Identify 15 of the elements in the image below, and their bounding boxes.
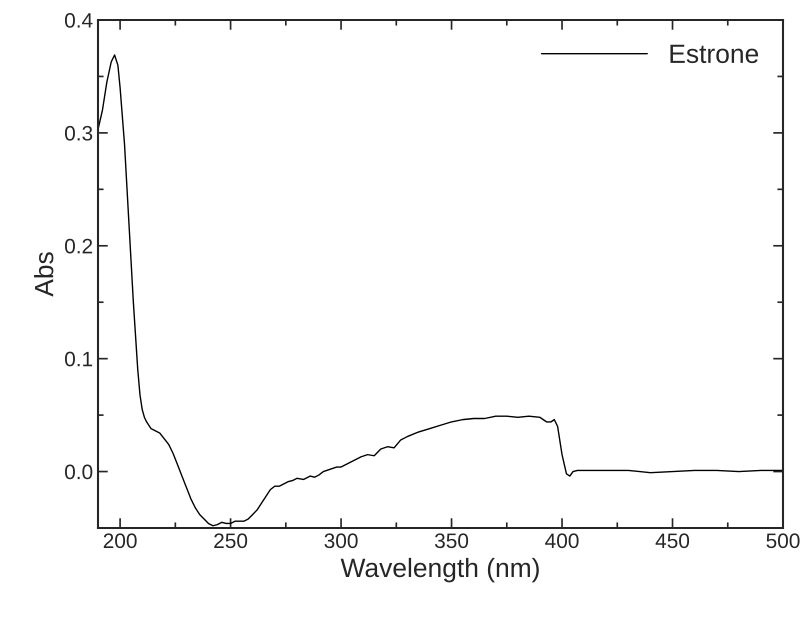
y-tick-label: 0.0 [64, 464, 92, 480]
x-tick-label: 250 [214, 533, 248, 548]
x-tick-label: 500 [766, 533, 800, 548]
y-tick-label: 0.4 [64, 13, 93, 28]
x-tick-label: 400 [545, 533, 579, 548]
x-tick-label: 450 [656, 533, 690, 548]
y-axis-title: Abs [34, 252, 54, 297]
x-axis-title: Wavelength (nm) [340, 558, 539, 582]
y-tick-label: 0.1 [64, 352, 92, 366]
y-tick-label: 0.3 [64, 126, 92, 141]
legend-label: Estrone [670, 44, 758, 64]
x-tick-label: 200 [104, 533, 137, 548]
x-tick-label: 300 [324, 533, 358, 548]
y-tick-label: 0.2 [64, 238, 92, 254]
x-tick-label: 350 [434, 533, 468, 548]
